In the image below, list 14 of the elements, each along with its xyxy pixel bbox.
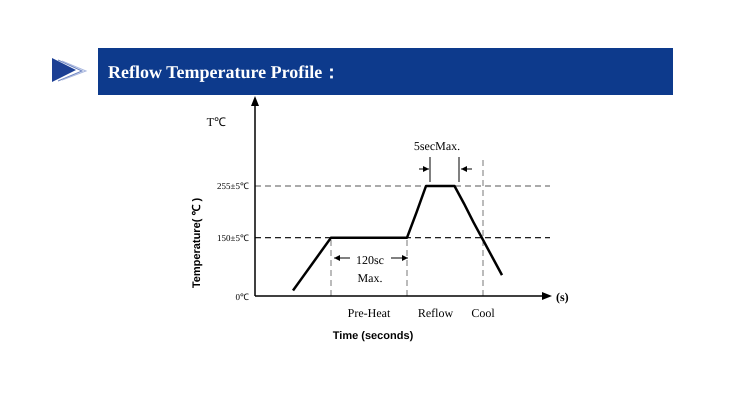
y-axis-title: Temperature( ℃ ) (191, 198, 203, 288)
chart-title: Reflow Temperature Profile： (108, 62, 340, 82)
text: T℃ (206, 115, 226, 129)
ref-line-label: 150±5℃ (217, 232, 249, 243)
ref-line-label: 255±5℃ (217, 181, 249, 192)
x-tick-label: Pre-Heat (348, 306, 391, 320)
x-tick-label: Cool (471, 306, 496, 320)
x-axis-title: Time (seconds) (332, 330, 414, 342)
x-tick-label: Reflow (418, 306, 454, 320)
annotation: 120sc (356, 253, 384, 267)
annotation: 5secMax. (414, 139, 460, 153)
annotation: Max. (358, 271, 382, 285)
text: (s) (556, 290, 569, 304)
text: 0℃ (236, 292, 249, 302)
